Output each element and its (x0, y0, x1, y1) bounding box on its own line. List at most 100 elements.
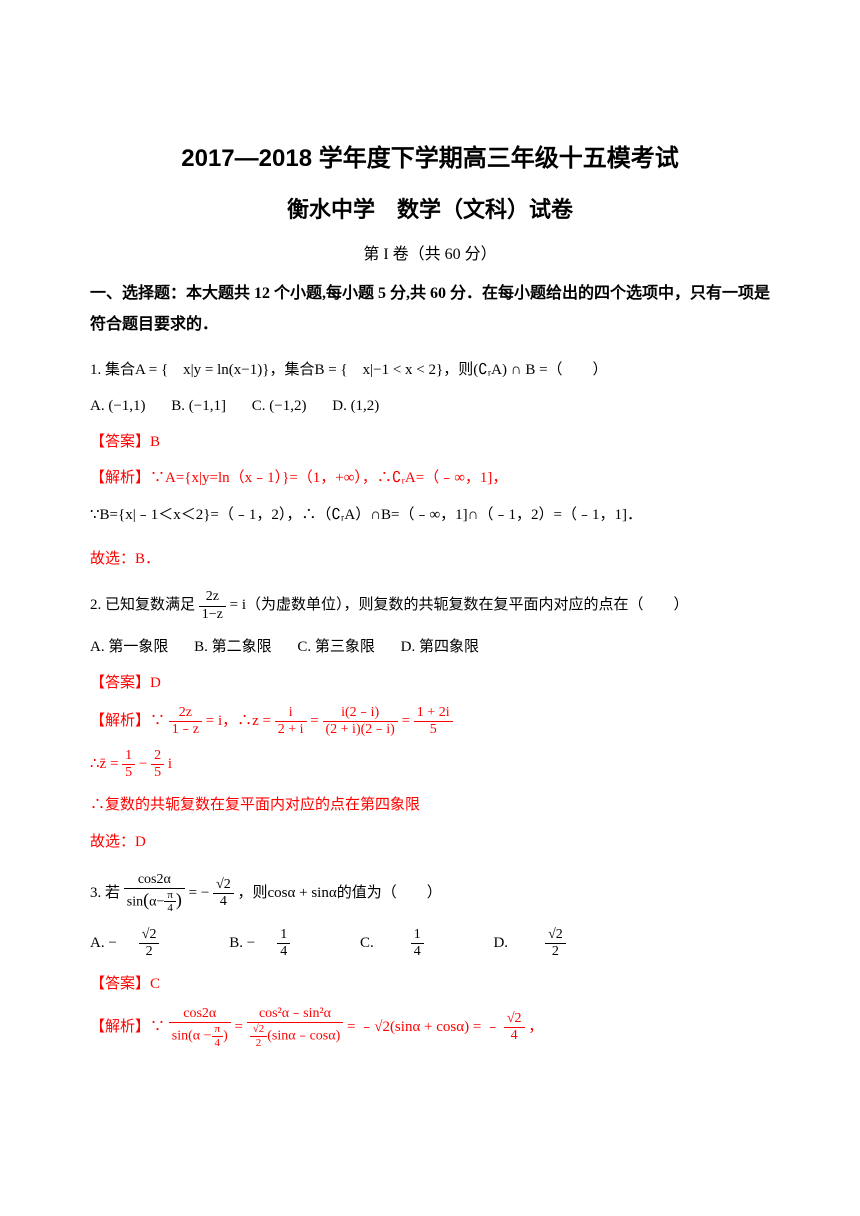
q3-sf2dfd: 2 (250, 1037, 268, 1050)
q3-sf2d-post: (sinα﹣cosα) (267, 1029, 340, 1044)
q3-text: 3. 若 cos2α sin(α−π4) = − √2 4 ，则cosα + s… (90, 872, 770, 915)
q2-solution2: ∴z̄ = 1 5 − 2 5 i (90, 748, 770, 781)
q2-fraction: 2z 1−z (199, 589, 226, 622)
q2-sf2d: 2 + i (275, 722, 307, 738)
q3-ob-f: 14 (277, 927, 312, 960)
q3-obn: 1 (277, 927, 290, 944)
q2-sf3n: i(2﹣i) (323, 705, 398, 722)
q3-oc-pre: C. (360, 935, 389, 951)
q1-conclude: 故选：B． (90, 547, 770, 571)
q3-f2n: √2 (213, 877, 234, 894)
q2-sol-f1: 2z 1﹣z (169, 705, 202, 738)
q3-opt-c: C. 14 (360, 935, 472, 951)
q1-answer: 【答案】B (90, 430, 770, 454)
q3-smid2: = ﹣√2(sinα + cosα) = ﹣ (347, 1019, 500, 1035)
q1-options: A. (−1,1) B. (−1,1] C. (−1,2) D. (1,2) (90, 394, 770, 418)
q2-answer: 【答案】D (90, 671, 770, 695)
q3-f1n: cos2α (124, 872, 185, 889)
q3-od-pre: D. (493, 935, 523, 951)
q3-f1d: sin(α−π4) (124, 889, 185, 915)
q2-opt-c: C. 第三象限 (297, 639, 375, 655)
q3-opt-a: A. −√22 (90, 935, 207, 951)
q2-solution1: 【解析】∵ 2z 1﹣z = i，∴z = i 2 + i = i(2﹣i) (… (90, 705, 770, 738)
exam-title-line1: 2017—2018 学年度下学期高三年级十五模考试 (90, 140, 770, 178)
q3-sf2df: √22 (250, 1023, 268, 1049)
q1-opt-d: D. (1,2) (332, 398, 379, 414)
q3-ob-pre: B. − (229, 935, 255, 951)
q2-sol2-mid: − (139, 756, 147, 772)
q3-sf3d: 4 (504, 1028, 525, 1044)
q2-sol2-prefix: ∴z̄ = (90, 756, 118, 772)
q3-oa-f: √22 (139, 927, 182, 960)
q2-solution3: ∴复数的共轭复数在复平面内对应的点在第四象限 (90, 791, 770, 820)
q1-boxed: ∵B={x|﹣1＜x＜2}=（﹣1，2），∴（∁ᵣA）∩B=（﹣∞，1]∩（﹣1… (90, 502, 770, 529)
q2-s2f2n: 2 (151, 748, 164, 765)
q2-opt-b: B. 第二象限 (194, 639, 272, 655)
q3-sf2dfn: √2 (250, 1023, 268, 1037)
q3-solution: 【解析】∵ cos2α sin(α −π4) = cos²α﹣sin²α √22… (90, 1006, 770, 1049)
q3-f1dfd: 4 (164, 902, 176, 915)
q3-opt-b: B. −14 (229, 935, 338, 951)
q2-prefix: 2. 已知复数满足 (90, 597, 195, 613)
q3-sf3n: √2 (504, 1011, 525, 1028)
q3-obd: 4 (277, 944, 290, 960)
q3-sf2d: √22(sinα﹣cosα) (247, 1023, 344, 1049)
q3-smid1: = (234, 1019, 242, 1035)
q2-sf1d: 1﹣z (169, 722, 202, 738)
q3-f1dfn: π (164, 889, 176, 903)
q3-oc-f: 14 (411, 927, 446, 960)
q3-sf1d-pre: sin(α − (172, 1029, 212, 1044)
q2-s2f1n: 1 (122, 748, 135, 765)
q1-opt-a: A. (−1,1) (90, 398, 146, 414)
q2-sol-m2: = (310, 713, 318, 729)
q3-sol-prefix: 【解析】∵ (90, 1019, 165, 1035)
q3-od-f: √22 (545, 927, 588, 960)
q3-opt-d: D. √22 (493, 935, 609, 951)
q2-sol2-f2: 2 5 (151, 748, 164, 781)
q3-f1d-innerfrac: π4 (164, 889, 176, 915)
q3-sf1n: cos2α (169, 1006, 231, 1023)
q2-sol-m3: = (402, 713, 410, 729)
q2-sf3d: (2 + i)(2﹣i) (323, 722, 398, 738)
q2-sol-prefix: 【解析】∵ (90, 713, 165, 729)
q3-oad: 2 (139, 944, 160, 960)
q3-prefix: 3. 若 (90, 885, 120, 901)
q3-answer: 【答案】C (90, 972, 770, 996)
q3-oan: √2 (139, 927, 160, 944)
q3-sf2: cos²α﹣sin²α √22(sinα﹣cosα) (247, 1006, 344, 1049)
q3-oa-pre: A. − (90, 935, 117, 951)
q2-sol2-f1: 1 5 (122, 748, 135, 781)
q2-opt-a: A. 第一象限 (90, 639, 168, 655)
q1-opt-b: B. (−1,1] (171, 398, 226, 414)
q2-sf4d: 5 (414, 722, 453, 738)
q2-sol-f2: i 2 + i (275, 705, 307, 738)
q2-sol2-suffix: i (168, 756, 172, 772)
q3-odn: √2 (545, 927, 566, 944)
q3-sf1df: π4 (212, 1023, 224, 1049)
q2-s2f1d: 5 (122, 765, 135, 781)
q3-ssuffix: ， (528, 1019, 543, 1035)
q1-text: 1. 集合A = { x|y = ln(x−1)}，集合B = { x|−1 <… (90, 358, 770, 382)
q2-conclude: 故选：D (90, 830, 770, 854)
q3-sf1d-post: ) (223, 1029, 228, 1044)
q2-suffix: = i（为虚数单位），则复数的共轭复数在复平面内对应的点在（ ） (230, 597, 689, 613)
q2-text: 2. 已知复数满足 2z 1−z = i（为虚数单位），则复数的共轭复数在复平面… (90, 589, 770, 622)
q2-s2f2d: 5 (151, 765, 164, 781)
q3-sf1dfd: 4 (212, 1037, 224, 1050)
q3-ocd: 4 (411, 944, 424, 960)
q2-sf4n: 1 + 2i (414, 705, 453, 722)
part-label: 第 I 卷（共 60 分） (90, 242, 770, 268)
q2-sf2n: i (275, 705, 307, 722)
q3-options: A. −√22 B. −14 C. 14 D. √22 (90, 927, 770, 960)
q3-sf3: √2 4 (504, 1011, 525, 1044)
q2-sol-m1: = i，∴z = (206, 713, 271, 729)
q2-frac-num: 2z (199, 589, 226, 606)
q3-sf1: cos2α sin(α −π4) (169, 1006, 231, 1049)
q3-sf2n: cos²α﹣sin²α (247, 1006, 344, 1023)
q3-f2d: 4 (213, 894, 234, 910)
q1-opt-c: C. (−1,2) (252, 398, 307, 414)
q3-sf1dfn: π (212, 1023, 224, 1037)
q3-f2: √2 4 (213, 877, 234, 910)
q3-frac-main: cos2α sin(α−π4) (124, 872, 185, 915)
q2-sol-f4: 1 + 2i 5 (414, 705, 453, 738)
